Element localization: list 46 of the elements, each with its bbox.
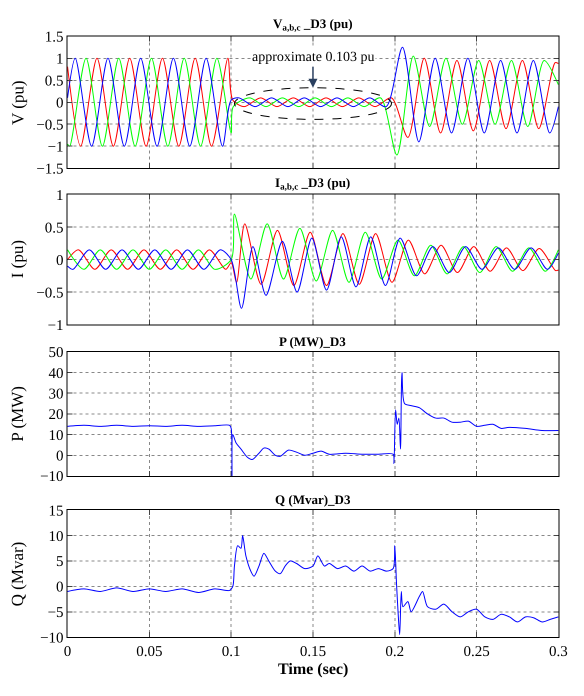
y-tick-label: −5 bbox=[48, 605, 64, 622]
x-tick-label: 0.05 bbox=[136, 644, 162, 660]
y-tick-label: 1 bbox=[56, 52, 64, 68]
x-axis-title: Time (sec) bbox=[278, 661, 348, 678]
y-tick-label: 20 bbox=[48, 407, 64, 424]
x-tick-label: 0.15 bbox=[300, 644, 326, 660]
y-tick-label: 30 bbox=[48, 386, 64, 402]
annotation: approximate 0.103 pu bbox=[252, 50, 374, 65]
y-tick-label: 10 bbox=[48, 428, 64, 444]
y-tick-label: −1.5 bbox=[36, 161, 64, 178]
y-axis-title: V (pu) bbox=[8, 80, 28, 125]
y-tick-label: −10 bbox=[40, 630, 64, 646]
y-tick-label: 5 bbox=[56, 554, 64, 570]
y-tick-label: 0 bbox=[56, 580, 64, 596]
x-tick-label: 0.2 bbox=[385, 644, 404, 660]
y-tick-label: 0 bbox=[56, 96, 64, 112]
y-axis-title: Q (Mvar) bbox=[8, 542, 28, 606]
y-tick-label: −0.5 bbox=[36, 285, 64, 302]
y-axis-title: I (pu) bbox=[8, 240, 28, 278]
line-series bbox=[68, 535, 558, 636]
y-tick-label: 1 bbox=[56, 188, 64, 204]
line-series bbox=[68, 223, 558, 286]
y-tick-label: −0.5 bbox=[36, 117, 64, 134]
y-tick-label: 10 bbox=[48, 528, 64, 545]
line-series bbox=[68, 236, 558, 309]
line-series bbox=[68, 214, 558, 283]
y-tick-label: 0 bbox=[56, 252, 64, 269]
line-series bbox=[68, 372, 558, 476]
chart-title: P (MW)_D3 bbox=[279, 334, 346, 349]
y-axis-title: P (MW) bbox=[8, 386, 27, 442]
chart-title: V$_{a,b,c}$ _D3 (pu) bbox=[273, 16, 353, 33]
x-tick-label: 0.1 bbox=[222, 644, 241, 660]
y-tick-label: 15 bbox=[48, 503, 64, 520]
y-tick-label: 0.5 bbox=[44, 74, 64, 90]
y-tick-label: 1.5 bbox=[44, 30, 64, 46]
chart-title: I$_{a,b,c}$ _D3 (pu) bbox=[275, 175, 350, 192]
y-tick-label: 50 bbox=[48, 345, 64, 362]
chart-title: Q (Mvar)_D3 bbox=[275, 492, 351, 507]
x-tick-label: 0.3 bbox=[549, 644, 568, 660]
y-tick-label: −10 bbox=[40, 469, 64, 486]
y-tick-label: 40 bbox=[48, 366, 64, 382]
y-tick-label: 0 bbox=[56, 448, 64, 465]
x-tick-label: 0.25 bbox=[463, 644, 490, 660]
y-tick-label: −1 bbox=[48, 318, 64, 334]
y-tick-label: −1 bbox=[48, 139, 64, 156]
y-tick-label: 0.5 bbox=[44, 220, 64, 236]
